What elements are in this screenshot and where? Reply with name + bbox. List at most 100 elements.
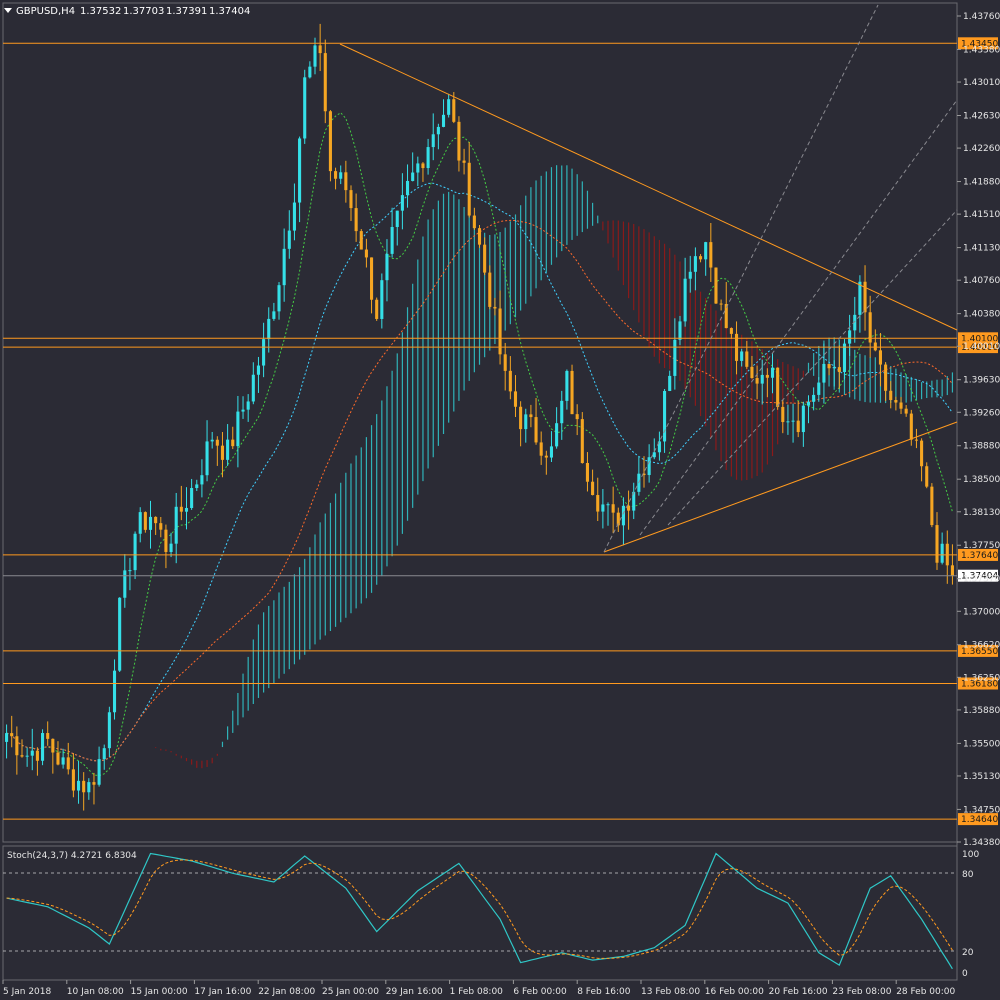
ohlc-close: 1.37404 [209,6,250,17]
candle-body [164,529,168,552]
chevron-down-icon[interactable] [4,8,12,13]
candle-body [102,748,106,760]
candle-body [364,249,368,258]
candle-body [457,121,461,161]
price-tick-label: 1.37750 [963,541,1000,551]
time-tick-label: 22 Jan 08:00 [258,987,315,997]
candle-body [822,363,826,383]
candle-body [889,390,893,401]
candle-body [390,226,394,254]
candle-body [447,99,451,115]
ohlc-high: 1.37703 [123,6,164,17]
candle-body [251,374,255,402]
candle-body [565,370,569,401]
candle-body [174,506,178,544]
candle-body [76,780,81,791]
candle-body [200,475,204,485]
candle-body [765,374,769,378]
candle-body [380,280,384,319]
candle-body [493,306,497,309]
candle-body [190,488,194,508]
candle-body [308,66,312,78]
candle-body [611,504,615,513]
candle-body [925,466,929,487]
candle-body [215,439,219,446]
price-level-tag [958,813,998,826]
candle-body [904,408,908,414]
stoch-tick-0: 0 [962,969,968,979]
price-tick-label: 1.35130 [963,772,1000,782]
candle-body [411,172,415,181]
candle-body [15,736,19,756]
price-tick-label: 1.40010 [963,342,1000,352]
candle-body [909,413,913,440]
candle-body [256,365,260,375]
candle-body [370,257,374,300]
candle-body [796,420,800,433]
price-tick-label: 1.38500 [963,475,1000,485]
candle-body [313,45,317,67]
candle-body [760,374,764,384]
candle-body [894,400,898,403]
candle-body [184,507,189,512]
candle-body [51,738,55,753]
time-tick-label: 10 Jan 08:00 [67,987,124,997]
time-tick-label: 20 Feb 16:00 [769,987,828,997]
kijun-line [6,182,953,762]
candle-body [431,134,435,148]
candle-body [436,126,440,135]
price-tick-label: 1.43010 [963,78,1000,88]
price-axis: 1.43760 1.43380 1.43010 1.42630 1.42260 1.418… [957,12,1000,848]
candle-body [35,750,39,761]
price-level-label: 1.40000 [961,343,998,353]
price-level-label: 1.36180 [961,679,998,689]
slow-ma-line [6,219,953,762]
candle-body [642,473,646,476]
candle-body [832,367,836,369]
candle-body [914,439,918,441]
candle-body [873,342,877,351]
candle-body [292,202,296,231]
candle-body [683,278,687,322]
candle-body [524,414,528,430]
candle-body [663,390,667,442]
candle-body [395,210,399,227]
candle-body [930,486,934,526]
candle-body [827,363,831,369]
candle-body [899,402,903,409]
candle-body [385,253,389,281]
candle-body [303,77,307,139]
time-axis: 5 Jan 2018 10 Jan 08:00 15 Jan 00:00 17 Jan… [2,980,956,997]
time-tick-label: 15 Jan 00:00 [131,987,188,997]
candle-body [920,440,924,467]
time-tick-label: 16 Feb 00:00 [705,987,764,997]
time-tick-label: 5 Jan 2018 [3,987,51,997]
candle-body [560,400,564,424]
candle-body [729,328,733,334]
price-tick-label: 1.42630 [963,112,1000,122]
candle-body [488,272,492,307]
candle-body [940,543,944,563]
candle-body [673,339,677,376]
candle-body [323,53,327,112]
candle-body [745,351,749,367]
trend-lines [339,4,958,553]
candle-body [20,755,24,757]
candle-body [241,409,245,412]
price-tick-label: 1.34750 [963,805,1000,815]
price-tick-label: 1.38880 [963,442,1000,452]
time-tick-label: 1 Feb 08:00 [450,987,504,997]
candle-body [118,597,122,671]
candle-body [848,330,852,344]
candle-body [334,171,338,179]
candle-body [41,733,45,761]
candle-body [267,318,271,340]
candle-body [344,172,348,191]
candle-body [236,411,240,447]
ohlc-low: 1.37391 [166,6,207,17]
candle-body [25,755,29,757]
time-tick-label: 28 Feb 00:00 [896,987,955,997]
candle-body [246,401,250,410]
stochastic-panel: Stoch(24,3,7) 4.2721 6.8304 100 80 20 0 [3,850,979,979]
